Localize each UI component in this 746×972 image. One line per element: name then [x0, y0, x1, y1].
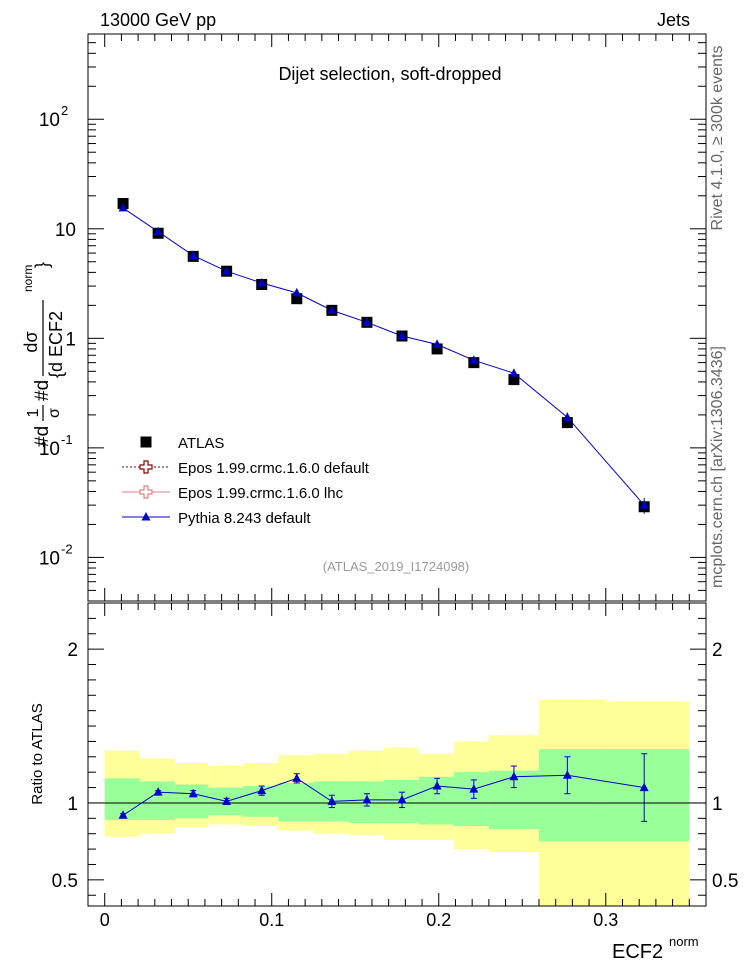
ylabel-frac2-num: dσ — [21, 331, 41, 352]
ratio-tick-label-right: 0.5 — [712, 871, 738, 892]
ratio-marker — [397, 794, 407, 804]
y-tick-label: 10 — [55, 220, 76, 241]
pythia-marker — [188, 250, 198, 260]
pythia-marker — [292, 287, 302, 297]
ylabel-frac2-den: {d ECF2 — [46, 311, 66, 378]
band-green — [538, 749, 606, 842]
side-text-lower: mcplots.cern.ch [arXiv:1306.3436] — [709, 346, 726, 588]
ylabel-sup: norm — [21, 265, 35, 292]
ratio-pad: 0 0.1 0.2 0.3 0.5 0.5 1 1 2 2 — [52, 602, 738, 930]
legend-marker-cross — [139, 485, 153, 499]
ratio-marker — [292, 773, 302, 782]
main-series — [117, 198, 650, 514]
pythia-marker — [397, 331, 407, 340]
pythia-marker — [562, 412, 572, 421]
analysis-tag: (ATLAS_2019_I1724098) — [323, 559, 469, 574]
pythia-marker — [118, 202, 128, 212]
atlas-marker — [291, 293, 303, 305]
xlabel-base: ECF2 — [612, 941, 663, 963]
y-tick-label: 10 — [39, 548, 60, 569]
pythia-line — [122, 207, 645, 506]
pythia-marker — [153, 226, 163, 236]
legend-label: Epos 1.99.crmc.1.6.0 lhc — [178, 485, 344, 502]
ratio-marker — [153, 787, 163, 796]
ylabel-close: } — [32, 262, 52, 268]
legend-label: ATLAS — [178, 435, 224, 452]
band-green — [605, 749, 690, 842]
band-green — [174, 784, 209, 819]
ratio-marker — [118, 810, 128, 819]
pythia-marker — [639, 500, 649, 509]
plot-title: Dijet selection, soft-dropped — [278, 64, 501, 84]
y-tick-exponent: -2 — [61, 541, 73, 556]
x-tick-label: 0.2 — [426, 910, 451, 930]
y-tick-label: 1 — [65, 329, 76, 350]
x-tick-label: 0 — [100, 910, 110, 930]
ratio-bands — [104, 699, 690, 906]
side-text-upper: Rivet 4.1.0, ≥ 300k events — [709, 46, 726, 231]
ratio-tick-label: 1 — [67, 794, 78, 815]
ratio-line — [122, 774, 645, 816]
y-tick-label: 10 — [39, 439, 60, 460]
ratio-tick-label-right: 1 — [712, 794, 723, 815]
band-green — [278, 782, 314, 822]
ylabel-mid: #d — [32, 380, 53, 401]
ratio-tick-label-right: 2 — [712, 640, 723, 661]
ratio-marker — [432, 781, 442, 790]
pythia-marker — [432, 339, 442, 348]
ylabel-frac1-num: 1 — [25, 408, 42, 417]
ratio-marker — [327, 796, 337, 805]
band-green — [453, 772, 489, 827]
ratio-marker — [257, 785, 267, 795]
xlabel-sup: norm — [669, 934, 699, 949]
legend-marker-atlas — [140, 436, 152, 448]
ratio-marker — [222, 796, 232, 805]
ratio-marker — [639, 782, 649, 792]
legend: ATLAS Epos 1.99.crmc.1.6.0 default Epos 1.… — [122, 435, 370, 527]
y-tick-exponent: -1 — [61, 432, 73, 447]
ylabel-prefix: #d — [32, 426, 53, 447]
legend-marker-cross — [139, 460, 153, 474]
ratio-ylabel: Ratio to ATLAS — [29, 703, 46, 804]
pythia-marker — [362, 317, 372, 326]
legend-label: Epos 1.99.crmc.1.6.0 default — [178, 460, 370, 477]
pythia-marker — [327, 305, 337, 314]
ratio-tick-label: 0.5 — [52, 871, 78, 892]
x-tick-label: 0.1 — [259, 910, 284, 930]
ratio-marker — [469, 784, 479, 793]
ratio-series — [118, 753, 649, 822]
pythia-marker — [469, 355, 479, 364]
atlas-marker — [508, 374, 520, 386]
x-tick-label: 0.3 — [593, 910, 618, 930]
pythia-marker — [257, 277, 267, 287]
ratio-marker — [509, 771, 519, 781]
ratio-frame — [87, 602, 707, 907]
main-frame — [87, 33, 707, 602]
header-left: 13000 GeV pp — [100, 10, 216, 30]
ratio-tick-label: 2 — [67, 640, 78, 661]
legend-marker-triangle — [141, 512, 151, 521]
ylabel-frac1-den: σ — [46, 408, 63, 418]
ratio-marker — [362, 794, 372, 804]
pythia-marker — [509, 368, 519, 377]
main-pad: Dijet selection, soft-dropped (ATLAS_201… — [39, 33, 707, 602]
ratio-marker — [562, 770, 572, 779]
legend-label: Pythia 8.243 default — [178, 510, 311, 527]
pythia-marker — [222, 266, 232, 275]
y-tick-exponent: 2 — [61, 103, 68, 118]
y-tick-label: 10 — [39, 110, 60, 131]
atlas-marker — [431, 343, 443, 355]
main-ylabel: #d 1 σ #d dσ {d ECF2 norm } — [21, 262, 66, 447]
ratio-ticks: 0 0.1 0.2 0.3 0.5 0.5 1 1 2 2 — [52, 603, 738, 930]
ratio-marker — [188, 788, 198, 798]
header-right: Jets — [657, 10, 690, 30]
